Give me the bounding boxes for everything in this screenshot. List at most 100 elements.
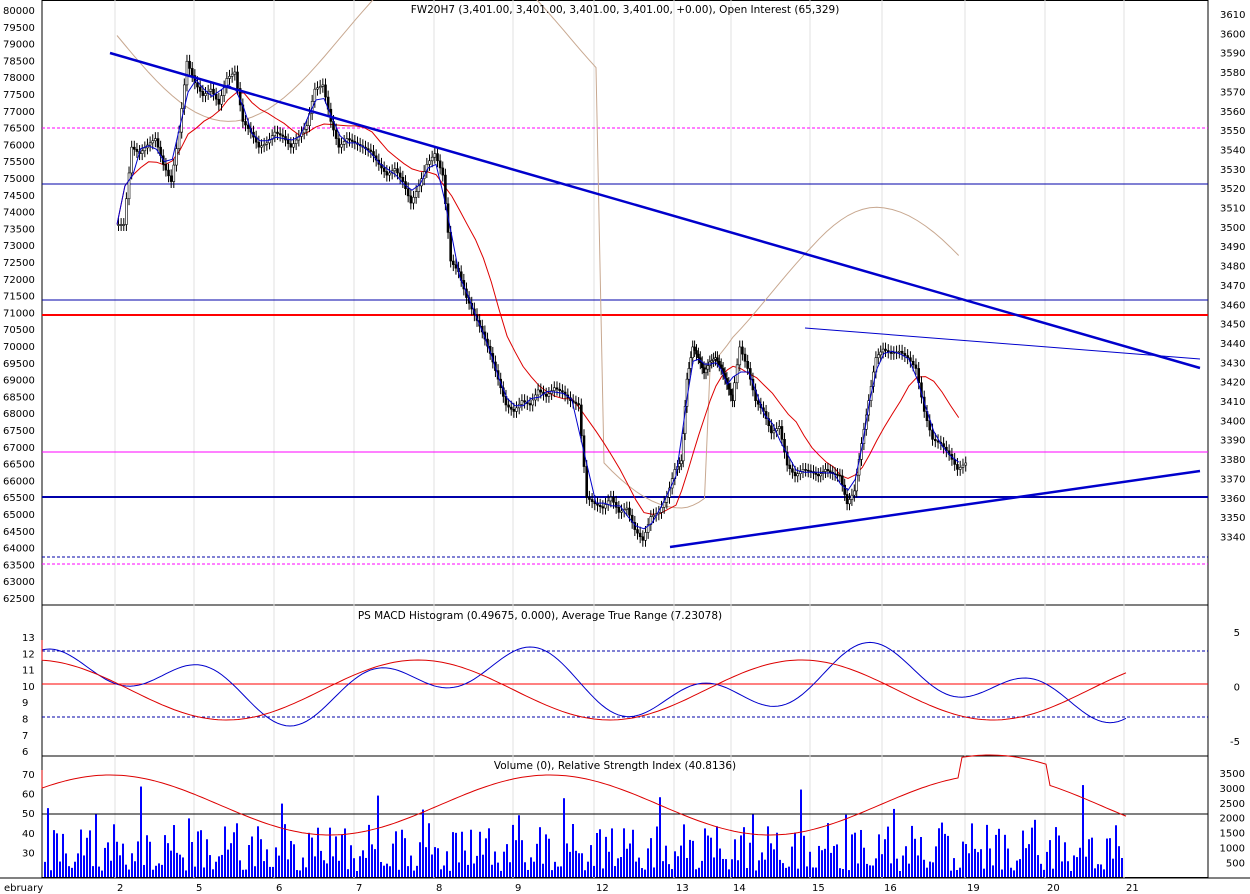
macd-right-tick-label: 0: [1234, 683, 1240, 694]
candle-body: [520, 400, 524, 405]
y-left-tick-label: 77500: [3, 90, 35, 101]
candle-body: [117, 224, 120, 226]
candle-body: [697, 353, 700, 359]
macd-pane: PS MACD Histogram (0.49675, 0.000), Aver…: [22, 610, 1240, 758]
x-tick-label: 13: [676, 883, 689, 894]
macd-left-tick-label: 12: [22, 649, 35, 660]
candle-body: [612, 497, 615, 503]
candle-body: [539, 389, 543, 393]
candle-body: [579, 404, 583, 437]
candle-body: [660, 507, 663, 513]
y-left-tick-label: 75500: [3, 157, 35, 168]
candle-body: [855, 474, 859, 492]
candle-body: [385, 171, 389, 176]
y-right-tick-label: 3420: [1220, 378, 1245, 389]
candle-body: [958, 466, 962, 470]
candle-body: [801, 469, 805, 472]
rsi-left-tick-label: 50: [22, 809, 35, 820]
y-right-tick-label: 3450: [1220, 320, 1245, 331]
candle-body: [193, 75, 197, 84]
candle-body: [246, 124, 250, 129]
candle-body: [244, 121, 247, 126]
y-left-tick-label: 72000: [3, 275, 35, 286]
candle-body: [305, 125, 309, 130]
rsi-left-tick-label: 40: [22, 829, 35, 840]
candle-body: [710, 360, 714, 363]
candle-body: [294, 139, 298, 144]
candle-body: [588, 497, 591, 500]
candle-body: [292, 143, 295, 148]
candle-body: [630, 514, 634, 523]
candle-body: [687, 368, 691, 380]
y-left-tick-label: 67500: [3, 426, 35, 437]
candle-body: [791, 468, 794, 473]
y-right-tick-label: 3440: [1220, 339, 1245, 350]
candle-body: [528, 403, 532, 406]
candle-body: [188, 60, 191, 69]
candle-body: [777, 426, 781, 429]
candle-body: [704, 368, 708, 374]
candle-body: [190, 68, 194, 76]
x-tick-label: 9: [515, 883, 521, 894]
rsi-line: [41, 754, 1127, 836]
candle-body: [366, 148, 370, 151]
candle-body: [628, 507, 631, 516]
candle-body: [454, 264, 458, 269]
candle-body: [321, 84, 325, 87]
candle-body: [717, 360, 721, 366]
slow-ma-line: [116, 92, 960, 515]
candle-body: [700, 362, 704, 369]
candle-body: [342, 141, 346, 145]
price-pane-title: FW20H7 (3,401.00, 3,401.00, 3,401.00, 3,…: [411, 4, 840, 16]
y-right-tick-label: 3460: [1220, 300, 1245, 311]
candle-body: [906, 355, 909, 359]
y-right-tick-label: 3390: [1220, 436, 1245, 447]
candle-body: [733, 382, 736, 401]
candle-body: [265, 142, 269, 145]
y-left-tick-label: 79000: [3, 40, 35, 51]
y-left-tick-label: 79500: [3, 23, 35, 34]
candle-body: [881, 348, 885, 353]
candle-body: [382, 167, 386, 172]
candle-body: [185, 60, 189, 86]
candle-body: [536, 389, 540, 396]
candle-body: [156, 138, 160, 148]
x-tick-label: 21: [1126, 883, 1139, 894]
volume-rsi-pane: Volume (0), Relative Strength Index (40.…: [22, 754, 1245, 877]
macd-right-tick-label: -5: [1230, 737, 1240, 748]
candle-body: [204, 93, 207, 96]
candle-body: [130, 146, 133, 174]
candle-body: [337, 138, 341, 148]
candle-body: [836, 474, 839, 476]
candle-body: [214, 93, 218, 100]
candle-body: [956, 464, 959, 470]
volume-right-tick-label: 1500: [1220, 829, 1245, 840]
candle-body: [196, 82, 199, 88]
candle-body: [772, 430, 776, 434]
candle-body: [409, 195, 413, 204]
candle-body: [601, 506, 605, 509]
candle-body: [806, 469, 810, 472]
macd-left-tick-label: 7: [22, 731, 28, 742]
candle-body: [401, 176, 405, 182]
candle-body: [175, 148, 178, 166]
candle-body: [681, 433, 685, 462]
y-left-tick-label: 65500: [3, 493, 35, 504]
candles: [117, 54, 968, 547]
candle-body: [625, 507, 629, 510]
x-tick-label: 8: [436, 883, 442, 894]
y-left-tick-label: 62500: [3, 594, 35, 605]
candle-body: [636, 529, 639, 534]
candle-body: [706, 365, 710, 370]
y-right-tick-label: 3360: [1220, 494, 1245, 505]
candle-body: [547, 393, 551, 397]
y-left-tick-label: 74000: [3, 208, 35, 219]
x-tick-label: 14: [733, 883, 746, 894]
y-right-tick-label: 3490: [1220, 242, 1245, 253]
candle-body: [729, 388, 733, 396]
candle-body: [816, 474, 820, 477]
candle-body: [515, 407, 518, 412]
candle-body: [172, 164, 176, 182]
